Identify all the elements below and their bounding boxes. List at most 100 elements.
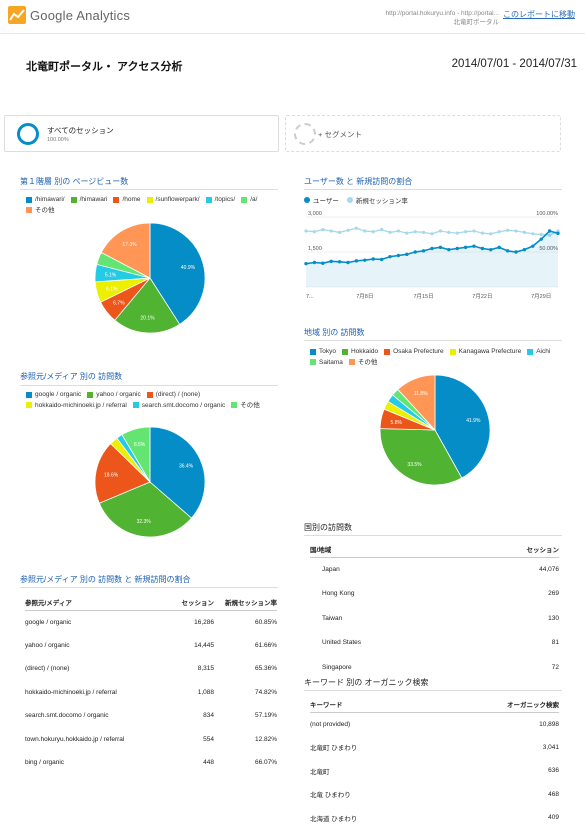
data-point bbox=[354, 226, 358, 230]
data-point bbox=[388, 254, 392, 259]
pie-slice bbox=[397, 374, 436, 432]
row-label[interactable]: (direct) / (none) bbox=[25, 665, 70, 673]
referral-pie-chart: 36.4% 32.3% 18.6% 8.5% bbox=[94, 426, 206, 538]
pie-slice-label: 36.4% bbox=[179, 464, 194, 470]
data-point bbox=[371, 230, 375, 234]
legend-item: /himawari/ bbox=[26, 195, 65, 204]
row-label[interactable]: hokkaido-michinoeki.jp / referral bbox=[25, 688, 117, 696]
legend-label: /himawari bbox=[79, 196, 108, 203]
referral-table: 参照元/メディア セッション 新規セッション率 google / organic 16,… bbox=[25, 595, 277, 775]
row-label[interactable]: search.smt.docomo / organic bbox=[25, 712, 109, 720]
column-header: 参照元/メディア bbox=[25, 595, 157, 611]
table-row: Taiwan 130 bbox=[310, 606, 559, 631]
add-segment-label: + セグメント bbox=[318, 130, 362, 139]
row-value: 636 bbox=[548, 767, 559, 775]
y-right-tick-label: 50.00% bbox=[539, 246, 558, 252]
row-label[interactable]: town.hokuryu.hokkaido.jp / referral bbox=[25, 735, 125, 743]
row-label[interactable]: United States bbox=[322, 639, 362, 647]
add-segment-button[interactable]: + セグメント bbox=[285, 115, 561, 152]
data-point bbox=[480, 231, 484, 235]
row-label[interactable]: 北海道 ひまわり bbox=[310, 815, 358, 823]
legend-swatch bbox=[527, 348, 534, 355]
date-range[interactable]: 2014/07/01 - 2014/07/31 bbox=[451, 58, 577, 70]
table-row: yahoo / organic 14,445 61.66% bbox=[25, 634, 277, 658]
data-point bbox=[312, 260, 317, 265]
data-point bbox=[438, 245, 443, 250]
row-label[interactable]: bing / organic bbox=[25, 759, 65, 767]
row-value: 10,898 bbox=[539, 720, 559, 728]
pie-slice-label: 32.3% bbox=[137, 519, 152, 525]
row-label[interactable]: Singapore bbox=[322, 663, 352, 671]
legend-item: /a/ bbox=[241, 195, 257, 204]
data-point bbox=[505, 249, 510, 253]
data-point bbox=[380, 228, 384, 232]
legend-label: その他 bbox=[357, 358, 378, 366]
row-value: 8,315 bbox=[197, 665, 214, 673]
legend-item: Hokkaido bbox=[341, 347, 378, 356]
row-label[interactable]: 北竜町 bbox=[310, 768, 330, 776]
legend-label: hokkaido-michinoeki.jp / referral bbox=[35, 401, 127, 409]
row-label[interactable]: yahoo / organic bbox=[25, 641, 70, 649]
row-label[interactable]: Taiwan bbox=[322, 614, 343, 622]
keyword-table: キーワード オーガニック検索 (not provided) 10,898 北竜町 ひまわ… bbox=[310, 697, 559, 829]
divider bbox=[304, 690, 562, 691]
data-point bbox=[539, 232, 543, 237]
data-point bbox=[522, 247, 527, 252]
data-point bbox=[405, 252, 409, 257]
data-point bbox=[514, 229, 518, 233]
legend-item: yahoo / organic bbox=[87, 390, 141, 399]
data-point bbox=[472, 229, 476, 233]
data-point bbox=[447, 247, 451, 252]
referral-title: 参照元/メディア 別の 訪問数 bbox=[20, 372, 123, 381]
x-tick-label: 7月8日 bbox=[356, 293, 373, 300]
row-label[interactable]: 北竜町 ひまわり bbox=[310, 745, 358, 753]
go-to-report-link[interactable]: このレポートに移動 bbox=[503, 10, 575, 19]
table-row: 北竜町 ひまわり 3,041 bbox=[310, 736, 559, 760]
legend-swatch bbox=[146, 391, 153, 398]
legend-swatch bbox=[449, 348, 456, 355]
legend-item: search.smt.docomo / organic bbox=[132, 401, 225, 410]
row-label[interactable]: 北竜 ひまわり bbox=[310, 792, 351, 800]
row-label[interactable]: google / organic bbox=[25, 618, 72, 626]
row-value: 554 bbox=[203, 735, 214, 743]
pageviews-title: 第１階層 別の ページビュー数 bbox=[20, 177, 129, 186]
row-label[interactable]: Japan bbox=[322, 566, 340, 573]
data-point bbox=[413, 250, 417, 254]
row-label[interactable]: (not provided) bbox=[310, 720, 351, 728]
row-label[interactable]: Hong Kong bbox=[322, 590, 355, 598]
legend-label: /sunflowerpark/ bbox=[155, 196, 200, 203]
x-tick-label: 7月15日 bbox=[414, 293, 434, 300]
legend-item: Kanagawa Prefecture bbox=[449, 347, 521, 356]
data-point bbox=[556, 231, 560, 236]
data-point bbox=[421, 249, 426, 253]
pie-slice bbox=[100, 222, 151, 279]
legend-label: /home bbox=[122, 196, 141, 203]
legend-item: /topics/ bbox=[205, 195, 235, 204]
legend-label: Tokyo bbox=[319, 348, 336, 355]
legend-item: Tokyo bbox=[310, 347, 336, 356]
segment-percent: 100.00% bbox=[47, 137, 69, 143]
data-point bbox=[539, 237, 543, 241]
column-header: キーワード bbox=[310, 697, 460, 713]
data-point bbox=[321, 261, 325, 265]
legend-swatch bbox=[113, 196, 120, 203]
legend-label: その他 bbox=[35, 206, 55, 214]
data-point bbox=[329, 229, 333, 233]
data-point bbox=[430, 246, 434, 251]
data-point bbox=[556, 229, 560, 233]
segment-all-sessions[interactable]: すべてのセッション 100.00% bbox=[4, 115, 279, 152]
pageviews-legend: /himawari/ /himawari/home/sunflowerpark/ /… bbox=[26, 195, 266, 216]
data-point bbox=[329, 259, 333, 264]
pie-slice-label: 11.8% bbox=[414, 391, 428, 397]
divider bbox=[20, 189, 278, 190]
data-point bbox=[438, 229, 442, 233]
row-value: 57.19% bbox=[254, 712, 277, 720]
legend-swatch bbox=[146, 196, 153, 203]
column-header: セッション bbox=[484, 542, 559, 558]
data-point bbox=[464, 230, 468, 234]
row-value: 16,286 bbox=[194, 618, 214, 626]
data-point bbox=[405, 231, 409, 235]
table-row: Singapore 72 bbox=[310, 655, 559, 680]
divider bbox=[20, 587, 278, 588]
legend-item: Osaka Prefecture bbox=[384, 347, 444, 356]
